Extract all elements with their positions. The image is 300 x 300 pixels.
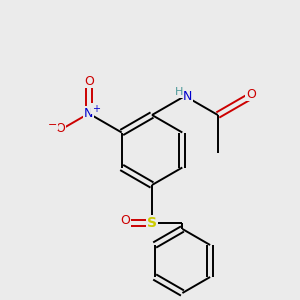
Text: O: O — [56, 122, 65, 135]
Text: S: S — [147, 216, 157, 230]
Text: O: O — [121, 214, 130, 227]
Text: O: O — [84, 75, 94, 88]
Text: O: O — [246, 88, 256, 100]
Text: +: + — [92, 103, 100, 113]
Text: N: N — [183, 89, 193, 103]
Text: −: − — [48, 120, 57, 130]
Text: H: H — [175, 87, 183, 97]
Text: N: N — [84, 107, 94, 120]
